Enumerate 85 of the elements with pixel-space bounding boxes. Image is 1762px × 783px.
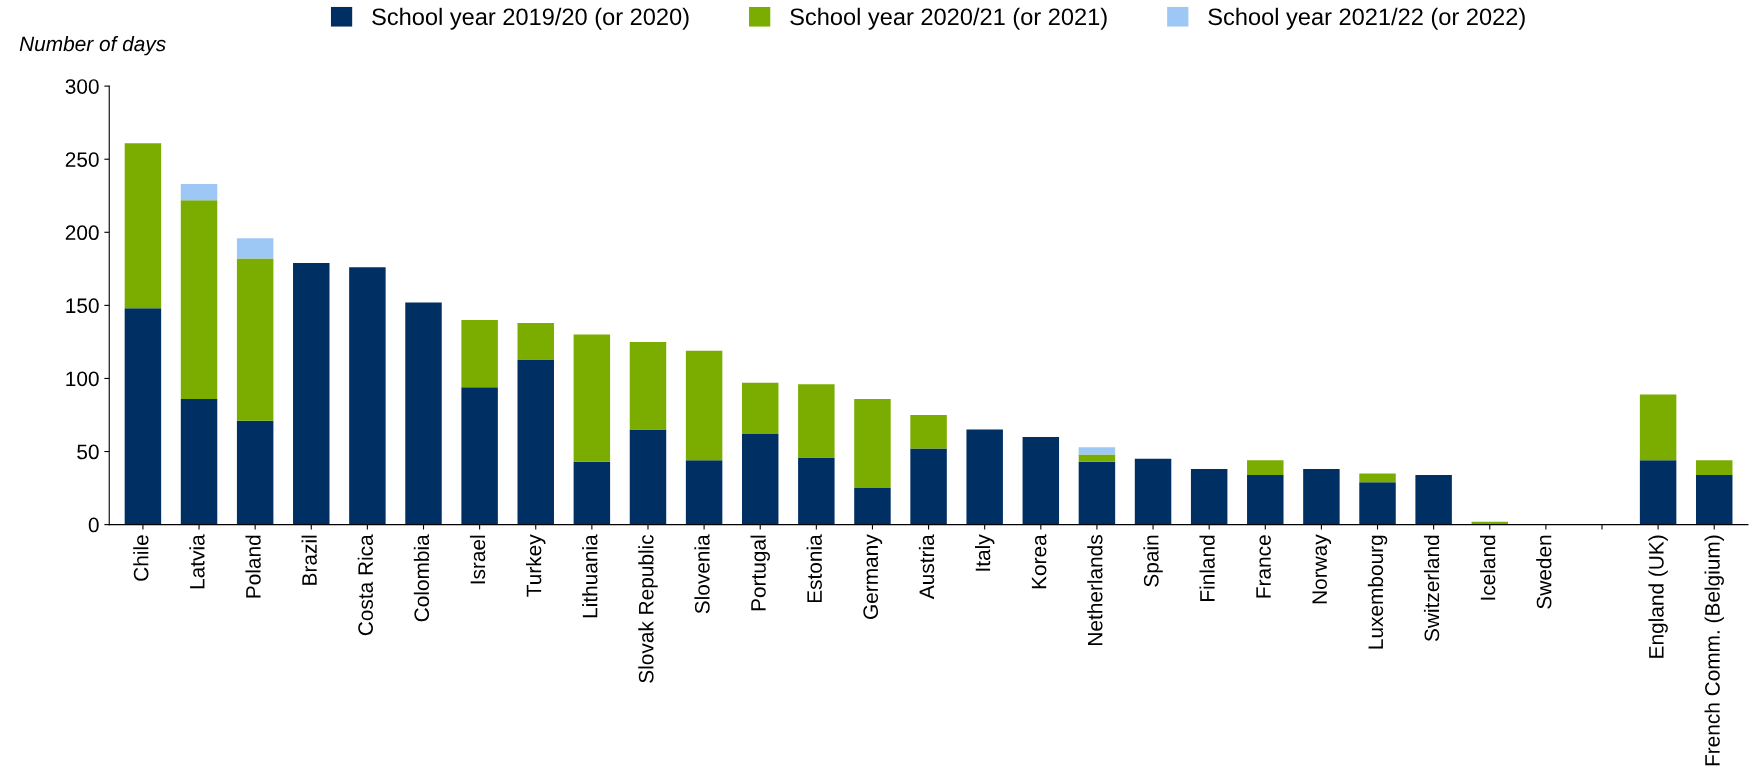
bar bbox=[1078, 461, 1116, 525]
bar bbox=[124, 308, 162, 525]
bar bbox=[1134, 458, 1172, 525]
bar bbox=[741, 382, 779, 434]
bar bbox=[1415, 474, 1452, 525]
x-tick-label: Switzerland bbox=[1423, 535, 1440, 642]
x-tick-label: Turkey bbox=[526, 534, 546, 597]
bar bbox=[1247, 460, 1284, 475]
legend-label: School year 2019/20 (or 2020) bbox=[372, 7, 689, 30]
bar bbox=[236, 420, 274, 525]
bar bbox=[1190, 469, 1228, 525]
x-tick-label: Portugal bbox=[750, 535, 770, 611]
x-tick-label: Sweden bbox=[1536, 535, 1552, 609]
bar bbox=[685, 460, 723, 525]
bar bbox=[629, 341, 667, 430]
x-tick-label: Brazil bbox=[301, 535, 317, 585]
bar bbox=[854, 488, 891, 525]
bar bbox=[910, 414, 947, 449]
x-tick-label: French Comm. (Belgium) bbox=[1704, 535, 1724, 766]
bar bbox=[685, 350, 723, 461]
y-tick-label: 0 bbox=[88, 517, 99, 533]
x-tick-label: Italy bbox=[974, 534, 995, 571]
bar bbox=[1078, 447, 1116, 455]
x-tick-label: Spain bbox=[1143, 535, 1163, 587]
bar bbox=[741, 433, 779, 525]
y-tick-label: 150 bbox=[66, 298, 99, 314]
x-tick-label: Korea bbox=[1031, 534, 1047, 589]
bar bbox=[1639, 394, 1677, 461]
bar bbox=[461, 319, 498, 388]
bar bbox=[1303, 469, 1340, 525]
x-tick-label: Estonia bbox=[806, 534, 822, 603]
y-axis-title: Number of days bbox=[19, 35, 166, 56]
x-tick-label: Norway bbox=[1312, 534, 1332, 604]
x-tick-label: Finland bbox=[1199, 535, 1215, 601]
bar bbox=[966, 429, 1003, 525]
bar bbox=[573, 461, 611, 525]
bar bbox=[180, 200, 218, 399]
bar bbox=[910, 448, 947, 525]
x-tick-label: Netherlands bbox=[1087, 535, 1103, 645]
bar bbox=[1359, 482, 1396, 525]
bar bbox=[629, 429, 667, 525]
bar bbox=[1022, 436, 1060, 525]
bar bbox=[1639, 460, 1677, 525]
legend-label: School year 2021/22 (or 2022) bbox=[1208, 7, 1525, 30]
y-tick-label: 250 bbox=[65, 152, 99, 167]
x-tick-label: Chile bbox=[133, 535, 149, 581]
bar bbox=[517, 322, 554, 360]
bar bbox=[349, 267, 386, 525]
legend-label: School year 2020/21 (or 2021) bbox=[790, 7, 1107, 30]
bar bbox=[180, 398, 218, 525]
bar bbox=[461, 387, 498, 525]
y-tick-label: 200 bbox=[65, 225, 99, 241]
bar bbox=[573, 334, 611, 462]
bar bbox=[1695, 474, 1733, 525]
x-tick-label: France bbox=[1256, 535, 1271, 598]
bar bbox=[1359, 473, 1396, 483]
bar bbox=[236, 258, 274, 421]
y-tick-label: 300 bbox=[65, 79, 99, 94]
x-tick-label: Poland bbox=[245, 535, 261, 598]
x-tick-label: Iceland bbox=[1480, 535, 1496, 600]
x-tick-label: Israel bbox=[469, 535, 486, 584]
x-tick-label: Slovenia bbox=[694, 534, 710, 614]
bar bbox=[180, 184, 218, 201]
bar bbox=[236, 238, 274, 259]
y-tick-label: 100 bbox=[66, 371, 99, 387]
bar bbox=[1247, 474, 1284, 525]
x-tick-label: Germany bbox=[863, 534, 883, 619]
bar bbox=[798, 384, 835, 458]
bar bbox=[854, 398, 891, 489]
bar bbox=[1695, 460, 1733, 475]
x-tick-label: Slovak Republic bbox=[638, 534, 658, 683]
bar bbox=[405, 302, 442, 525]
x-tick-label: Luxembourg bbox=[1367, 535, 1388, 649]
bar bbox=[124, 143, 162, 309]
x-tick-label: Colombia bbox=[413, 534, 430, 622]
bar bbox=[1078, 454, 1116, 462]
x-tick-label: Lithuania bbox=[582, 534, 598, 618]
x-tick-label: England (UK) bbox=[1648, 535, 1668, 658]
y-tick-label: 50 bbox=[77, 444, 99, 460]
x-tick-label: Costa Rica bbox=[357, 534, 373, 636]
bar bbox=[293, 262, 330, 525]
x-tick-label: Latvia bbox=[189, 534, 205, 589]
x-tick-label: Austria bbox=[918, 534, 935, 600]
bar bbox=[798, 457, 835, 525]
bar bbox=[517, 359, 554, 525]
